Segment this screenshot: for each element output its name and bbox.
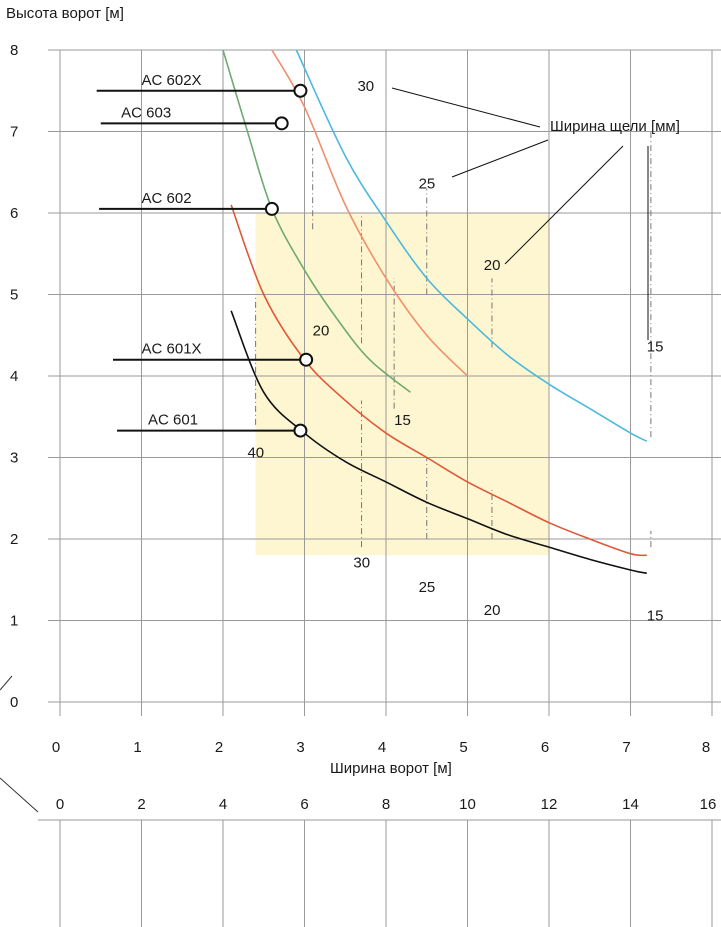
gap-title-leaders (391, 87, 649, 340)
x-tick-label: 1 (133, 739, 141, 756)
model-marker (299, 352, 314, 367)
x-tick-label: 0 (52, 739, 60, 756)
gap-label: 25 (419, 176, 436, 193)
gap-label: 30 (357, 78, 374, 95)
decor-stroke (0, 675, 13, 691)
model-label: AC 603 (121, 104, 171, 121)
series-curve (230, 204, 647, 557)
leader-line (391, 87, 541, 128)
curves (222, 49, 648, 575)
gap-label: 15 (394, 412, 411, 429)
model-labels: AC 602X AC 603 AC 602 AC 601X AC 601 (96, 72, 314, 438)
model-marker (293, 423, 308, 438)
grid (48, 49, 721, 716)
y-axis-title: Высота ворот [м] (6, 5, 124, 22)
decorative-lines (0, 675, 39, 813)
model-label: AC 601X (142, 341, 202, 358)
leader-line (504, 145, 624, 265)
gap-label: 40 (247, 445, 264, 462)
gap-label: 15 (647, 608, 664, 625)
x-tick-label: 8 (702, 739, 710, 756)
x-axis-title: Ширина ворот [м] (330, 760, 452, 777)
gap-label: 15 (647, 339, 664, 356)
y-tick-label: 8 (10, 42, 18, 59)
y-tick-label: 2 (10, 531, 18, 548)
series-curve (230, 310, 647, 575)
secondary-scale: 0 2 4 6 8 10 12 14 16 (38, 796, 721, 927)
y-tick-label: 1 (10, 613, 18, 630)
gap-label: 20 (484, 257, 501, 274)
recommended-area (255, 213, 549, 556)
model-marker (274, 116, 289, 131)
gap-width-title: Ширина щели [мм] (550, 118, 680, 135)
scale2-tick-label: 6 (300, 796, 308, 813)
model-label: AC 602 (142, 190, 192, 207)
scale2-tick-label: 8 (382, 796, 390, 813)
gap-label: 20 (313, 322, 330, 339)
x-tick-label: 5 (459, 739, 467, 756)
y-tick-label: 6 (10, 205, 18, 222)
gap-label: 25 (419, 579, 436, 596)
series-curve (222, 49, 411, 393)
x-tick-label: 3 (296, 739, 304, 756)
scale2-tick-label: 0 (56, 796, 64, 813)
y-tick-label: 7 (10, 124, 18, 141)
scale2-tick-label: 12 (541, 796, 558, 813)
decor-stroke (0, 777, 39, 813)
leader-line (451, 139, 549, 178)
x-tick-label: 7 (622, 739, 630, 756)
y-tick-label: 5 (10, 287, 18, 304)
y-tick-label: 4 (10, 368, 18, 385)
scale2-tick-label: 10 (459, 796, 476, 813)
x-tick-labels: 0 1 2 3 4 5 6 7 8 (52, 739, 710, 756)
x-tick-label: 6 (541, 739, 549, 756)
y-tick-label: 0 (10, 694, 18, 711)
x-tick-label: 2 (215, 739, 223, 756)
gap-label: 20 (484, 602, 501, 619)
gap-width-labels: 30 25 20 15 20 15 40 30 25 20 15 (247, 78, 663, 625)
gap-label: 30 (353, 555, 370, 572)
scale2-tick-label: 14 (622, 796, 639, 813)
scale2-tick-label: 4 (219, 796, 227, 813)
model-marker (264, 201, 279, 216)
series-curve (295, 49, 648, 442)
model-label: AC 602X (142, 72, 202, 89)
scale2-tick-label: 16 (700, 796, 717, 813)
model-marker (293, 83, 308, 98)
y-tick-label: 3 (10, 450, 18, 467)
y-tick-labels: 0 1 2 3 4 5 6 7 8 (10, 42, 18, 711)
series-curve (271, 49, 469, 377)
x-tick-label: 4 (378, 739, 386, 756)
model-label: AC 601 (148, 412, 198, 429)
scale2-tick-label: 2 (137, 796, 145, 813)
